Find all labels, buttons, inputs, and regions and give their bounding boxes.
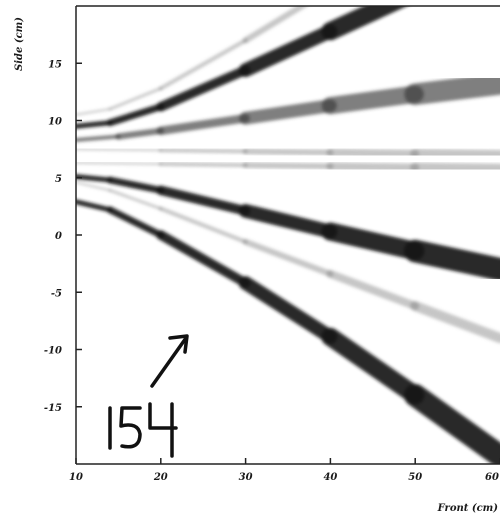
series-5-segment (415, 167, 500, 168)
series-4-segment (415, 154, 500, 155)
series-4-segment (161, 150, 246, 151)
plot-area (76, 6, 500, 464)
y-tick-label: -15 (44, 403, 62, 414)
x-axis-label: Front (cm) (437, 503, 499, 514)
series-1-segment (76, 123, 110, 126)
series-3-segment (415, 84, 500, 94)
x-tick-label: 20 (153, 472, 168, 483)
series-3-segment (330, 94, 415, 105)
series-5-segment (246, 165, 331, 166)
series-4-segment (76, 149, 161, 150)
x-tick-label: 30 (239, 472, 253, 483)
y-axis-label: Side (cm) (14, 17, 25, 71)
series-5-segment (76, 163, 161, 164)
x-tick-label: 10 (69, 472, 83, 483)
y-tick-label: 5 (55, 174, 62, 185)
series-5-segment (330, 166, 415, 167)
y-tick-label: 10 (48, 117, 62, 128)
x-tick-label: 50 (408, 472, 422, 483)
x-tick-label: 40 (323, 472, 337, 483)
series-5-segment (161, 164, 246, 165)
y-tick-label: -5 (51, 288, 62, 299)
y-tick-label: 15 (48, 59, 62, 70)
series-4-segment (330, 153, 415, 154)
series-4-segment (246, 151, 331, 152)
x-tick-label: 60 (485, 472, 499, 483)
y-tick-label: -10 (44, 346, 62, 357)
y-tick-label: 0 (55, 231, 62, 242)
